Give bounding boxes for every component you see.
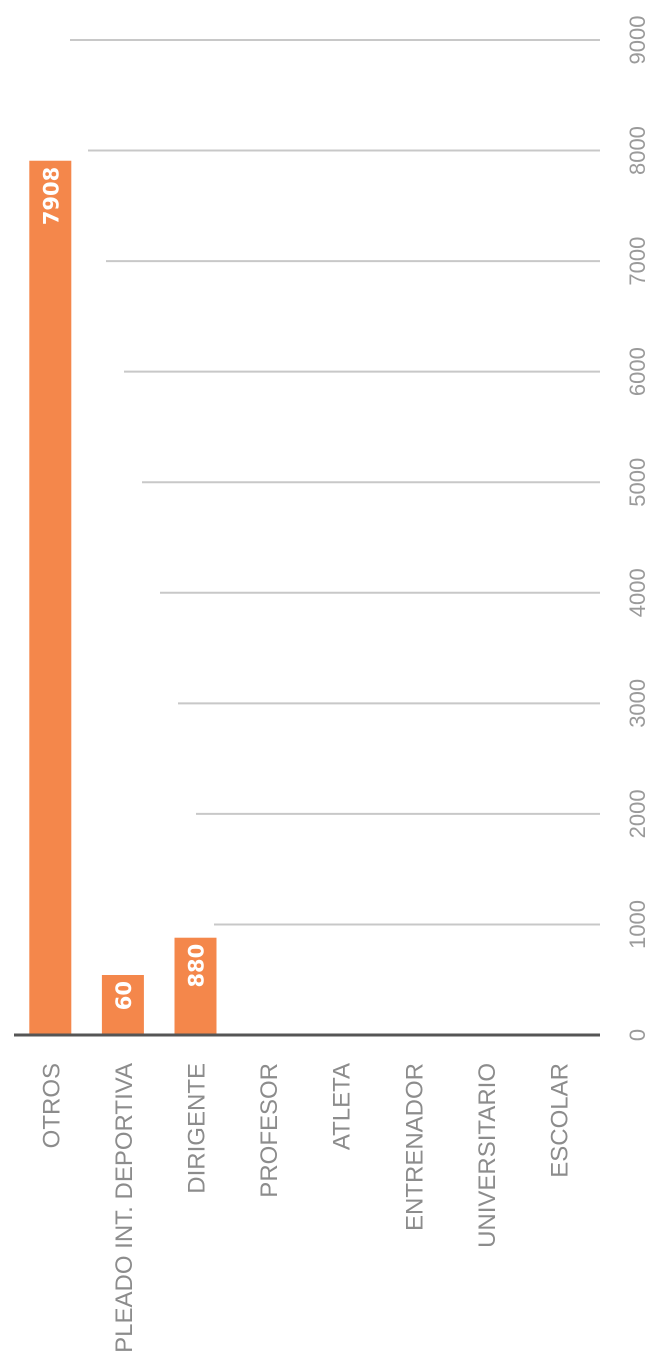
category-label: PROFESOR bbox=[256, 1063, 283, 1198]
tick-label: 6000 bbox=[625, 347, 650, 396]
bar-value-label: 880 bbox=[185, 944, 209, 988]
category-label: UNIVERSITARIO bbox=[474, 1063, 501, 1248]
category-label: EMPLEADO INT. DEPORTIVA bbox=[111, 1063, 138, 1351]
tick-label: 0 bbox=[625, 1029, 650, 1041]
bar bbox=[101, 975, 144, 1035]
category-label: ATLETA bbox=[329, 1063, 356, 1150]
category-label: ESCOLAR bbox=[547, 1063, 574, 1178]
tick-label: 2000 bbox=[625, 789, 650, 838]
category-label: ENTRENADOR bbox=[401, 1063, 428, 1231]
tick-label: 8000 bbox=[625, 126, 650, 175]
bars: 7908 60 880 bbox=[29, 160, 217, 1035]
tick-label: 4000 bbox=[625, 568, 650, 617]
tick-label: 5000 bbox=[625, 458, 650, 507]
value-tick-labels: 0 1000 2000 3000 4000 5000 6000 7000 8000 9000 bbox=[625, 16, 650, 1042]
tick-label: 9000 bbox=[625, 16, 650, 65]
bar bbox=[174, 937, 217, 1035]
tick-label: 3000 bbox=[625, 679, 650, 728]
bar bbox=[29, 160, 72, 1035]
bar-value-label: 7908 bbox=[39, 167, 63, 225]
category-label: DIRIGENTE bbox=[184, 1063, 211, 1194]
category-label: OTROS bbox=[38, 1063, 65, 1148]
tick-label: 1000 bbox=[625, 900, 650, 949]
tick-label: 7000 bbox=[625, 237, 650, 286]
gridlines bbox=[70, 39, 600, 926]
category-labels: OTROS EMPLEADO INT. DEPORTIVA DIRIGENTE PRO… bbox=[38, 1063, 573, 1351]
bar-value-label: 60 bbox=[112, 981, 136, 1010]
